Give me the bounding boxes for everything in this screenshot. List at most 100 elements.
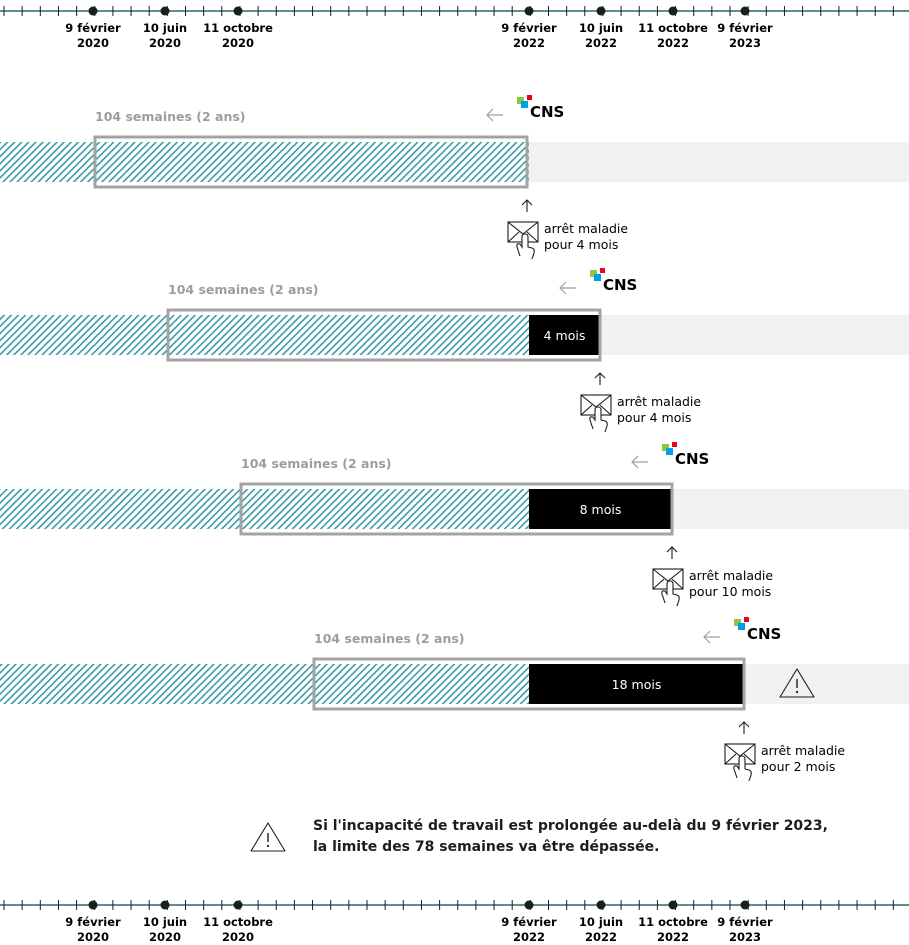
cns-logo-square-green — [590, 270, 597, 277]
date-marker — [740, 900, 750, 910]
date-marker — [233, 6, 243, 16]
envelope-hand-icon — [652, 568, 684, 607]
cns-logo: CNS — [517, 95, 564, 121]
sick-leave-block-label: 4 mois — [544, 328, 586, 343]
arrow-up-icon — [738, 721, 750, 734]
date-label-day: 11 octobre — [203, 21, 273, 35]
reference-period-label: 104 semaines (2 ans) — [314, 631, 465, 646]
date-marker — [668, 900, 678, 910]
date-label-year: 2022 — [513, 36, 545, 50]
date-label-day: 11 octobre — [638, 21, 708, 35]
cns-logo-label: CNS — [603, 276, 637, 294]
reference-period-frame — [312, 657, 746, 711]
date-label-day: 10 juin — [143, 21, 187, 35]
date-marker — [88, 900, 98, 910]
period-row-4: 18 mois 104 semaines (2 ans) CNS arrêt mala… — [0, 617, 909, 782]
date-label-day: 10 juin — [579, 21, 623, 35]
envelope-hand-icon — [724, 743, 756, 782]
date-label-year: 2022 — [657, 36, 689, 50]
date-label-year: 2020 — [222, 36, 254, 50]
arrow-left-icon — [486, 108, 503, 122]
date-marker — [233, 900, 243, 910]
date-marker — [88, 6, 98, 16]
date-label-year: 2022 — [513, 930, 545, 944]
date-marker — [524, 6, 534, 16]
cns-logo-square-blue — [594, 274, 601, 281]
reference-period-frame — [166, 308, 602, 362]
certificate-label-line-1: arrêt maladie — [544, 221, 628, 236]
reference-period-frame — [239, 482, 674, 536]
certificate-label-line-1: arrêt maladie — [617, 394, 701, 409]
date-label-day: 9 février — [501, 915, 557, 929]
date-marker — [524, 900, 534, 910]
date-marker — [740, 6, 750, 16]
reference-period-label: 104 semaines (2 ans) — [168, 282, 319, 297]
past-sick-leave-hatch — [0, 315, 529, 355]
warning-note-line-1: Si l'incapacité de travail est prolongée… — [313, 818, 828, 834]
date-marker — [596, 900, 606, 910]
certificate-label-line-1: arrêt maladie — [761, 743, 845, 758]
arrow-left-icon — [559, 281, 576, 295]
sick-leave-block — [529, 489, 672, 529]
sick-leave-block-label: 18 mois — [612, 677, 662, 692]
date-label-year: 2020 — [149, 930, 181, 944]
sick-leave-block — [529, 315, 600, 355]
date-label-year: 2022 — [585, 930, 617, 944]
cns-logo: CNS — [590, 268, 637, 294]
warning-note: Si l'incapacité de travail est prolongée… — [313, 816, 873, 858]
date-label-year: 2023 — [729, 36, 761, 50]
period-row-1: 104 semaines (2 ans) CNS arrêt maladiepour… — [0, 95, 909, 260]
date-label-day: 11 octobre — [638, 915, 708, 929]
arrow-up-icon — [666, 546, 678, 559]
date-label-year: 2022 — [585, 36, 617, 50]
date-label-day: 9 février — [717, 915, 773, 929]
envelope-hand-icon — [580, 394, 612, 433]
warning-note-line-2: la limite des 78 semaines va être dépass… — [313, 839, 660, 855]
sick-leave-block — [529, 664, 744, 704]
date-label-year: 2023 — [729, 930, 761, 944]
cns-logo: CNS — [734, 617, 781, 643]
date-label-day: 9 février — [717, 21, 773, 35]
certificate-label-line-2: pour 4 mois — [617, 410, 691, 425]
arrow-up-icon — [521, 199, 533, 212]
certificate-label-line-1: arrêt maladie — [689, 568, 773, 583]
date-label-day: 9 février — [65, 915, 121, 929]
reference-period-label: 104 semaines (2 ans) — [95, 109, 246, 124]
reference-period-label: 104 semaines (2 ans) — [241, 456, 392, 471]
cns-logo-square-green — [517, 97, 524, 104]
cns-logo-label: CNS — [675, 450, 709, 468]
date-marker — [668, 6, 678, 16]
past-sick-leave-hatch — [0, 489, 529, 529]
cns-logo-square-blue — [521, 101, 528, 108]
date-label-day: 11 octobre — [203, 915, 273, 929]
envelope-hand-icon — [507, 221, 539, 260]
date-marker — [160, 6, 170, 16]
date-label-year: 2020 — [222, 930, 254, 944]
cns-logo-label: CNS — [530, 103, 564, 121]
certificate-label-line-2: pour 4 mois — [544, 237, 618, 252]
cns-logo-square-red — [600, 268, 605, 273]
cns-logo: CNS — [662, 442, 709, 468]
warning-icon — [250, 822, 286, 852]
past-sick-leave-hatch — [0, 664, 529, 704]
certificate-label-line-2: pour 10 mois — [689, 584, 771, 599]
date-label-day: 9 février — [501, 21, 557, 35]
date-label-day: 10 juin — [579, 915, 623, 929]
cns-logo-square-red — [527, 95, 532, 100]
cns-logo-square-green — [734, 619, 741, 626]
cns-logo-square-green — [662, 444, 669, 451]
date-label-year: 2020 — [77, 36, 109, 50]
warning-icon — [779, 668, 815, 698]
date-label-day: 10 juin — [143, 915, 187, 929]
cns-logo-square-blue — [666, 448, 673, 455]
reference-period-frame — [93, 135, 529, 189]
date-marker — [160, 900, 170, 910]
certificate-label-line-2: pour 2 mois — [761, 759, 835, 774]
cns-logo-square-red — [672, 442, 677, 447]
arrow-up-icon — [594, 372, 606, 385]
arrow-left-icon — [703, 630, 720, 644]
date-label-year: 2020 — [77, 930, 109, 944]
